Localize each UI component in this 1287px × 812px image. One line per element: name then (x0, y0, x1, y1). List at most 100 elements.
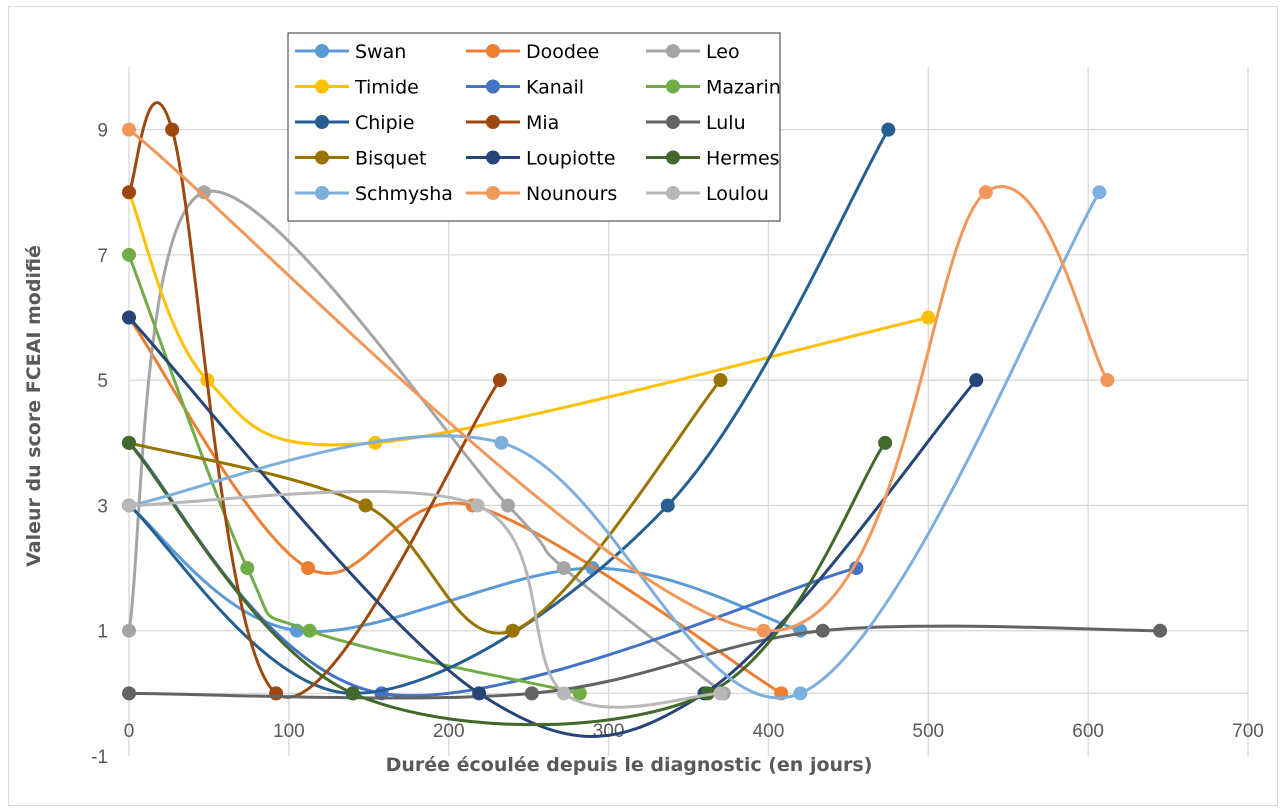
series-timide (122, 185, 936, 450)
legend-entry-swan: Swan (295, 41, 406, 63)
legend-label: Kanail (526, 77, 584, 99)
x-tick-label: 400 (753, 721, 785, 742)
series-line-swan (127, 503, 802, 634)
legend-entry-kanail: Kanail (466, 77, 584, 99)
data-point-loupiotte (472, 686, 487, 701)
data-point-schmysha (1092, 185, 1107, 200)
series-line-hermes (127, 441, 887, 727)
data-point-doodee (301, 561, 316, 576)
legend-label: Mazarin (706, 77, 781, 99)
series-line-leo (127, 189, 726, 695)
series-line-mazarin (127, 253, 582, 695)
data-point-loupiotte (969, 373, 984, 388)
data-point-schmysha (793, 686, 808, 701)
legend-label: Leo (706, 41, 740, 63)
data-point-loupiotte (122, 310, 136, 325)
data-point-mazarin (240, 561, 255, 576)
legend-label: Doodee (526, 41, 599, 63)
legend-entry-loulou: Loulou (646, 183, 769, 205)
data-point-chipie (660, 498, 675, 513)
legend-swatch-marker (486, 44, 500, 58)
data-point-lulu (1153, 623, 1168, 638)
legend-entry-bisquet: Bisquet (295, 148, 426, 170)
data-point-mia (492, 373, 507, 388)
series-lines (122, 101, 1168, 739)
data-point-mia (269, 686, 284, 701)
legend-label: Schmysha (355, 183, 453, 205)
series-line-doodee (127, 316, 783, 695)
legend-label: Bisquet (355, 148, 426, 170)
x-tick-label: 500 (912, 721, 944, 742)
legend-label: Loupiotte (526, 148, 615, 170)
x-tick-label: 200 (433, 721, 465, 742)
data-point-lulu (122, 686, 136, 701)
x-tick-label: 600 (1072, 721, 1104, 742)
legend-label: Swan (355, 41, 406, 63)
series-line-schmysha (127, 190, 1101, 700)
data-point-hermes (878, 435, 893, 450)
data-point-nounours (1100, 373, 1115, 388)
data-point-loulou (122, 498, 136, 513)
data-point-schmysha (494, 435, 509, 450)
series-mazarin (122, 247, 587, 701)
data-point-leo (197, 185, 212, 200)
legend-entry-mia: Mia (466, 112, 559, 134)
legend-label: Timide (354, 77, 419, 99)
data-point-bisquet (713, 373, 728, 388)
data-point-leo (556, 561, 571, 576)
legend-swatch-marker (315, 186, 329, 200)
data-point-mia (165, 122, 180, 137)
series-line-lulu (127, 624, 1162, 700)
legend-swatch-marker (666, 186, 680, 200)
series-mia (122, 101, 507, 701)
legend-swatch-marker (315, 150, 329, 165)
data-point-hermes (345, 686, 360, 701)
legend-label: Hermes (706, 148, 780, 170)
data-point-nounours (978, 185, 993, 200)
y-tick-label: 5 (97, 371, 108, 392)
data-point-kanail (849, 561, 864, 576)
legend: Swan Doodee Leo Timide Kanail Mazarin Chipie Mi… (287, 32, 781, 222)
legend-swatch-marker (315, 79, 329, 94)
y-tick-label: 7 (97, 246, 108, 267)
data-point-lulu (815, 623, 830, 638)
series-line-nounours (127, 128, 1109, 633)
data-point-mazarin (122, 247, 136, 262)
data-point-mia (122, 185, 136, 200)
series-line-loupiotte (127, 316, 978, 739)
x-axis-title: Durée écoulée depuis le diagnostic (en j… (386, 754, 873, 776)
data-point-lulu (524, 686, 539, 701)
data-point-leo (122, 623, 136, 638)
legend-swatch-marker (486, 186, 500, 200)
legend-swatch-marker (666, 44, 680, 58)
legend-label: Loulou (706, 183, 769, 205)
legend-swatch-marker (315, 115, 329, 129)
legend-entry-schmysha: Schmysha (295, 183, 453, 205)
data-point-loulou (556, 686, 571, 701)
data-point-timide (921, 310, 936, 325)
data-point-loulou (713, 686, 728, 701)
series-lulu (122, 623, 1168, 701)
data-point-leo (500, 498, 515, 513)
legend-swatch-marker (666, 150, 680, 165)
legend-label: Chipie (355, 112, 415, 134)
data-point-bisquet (505, 623, 520, 638)
series-line-bisquet (127, 378, 722, 635)
series-line-timide (127, 190, 930, 447)
data-point-bisquet (358, 498, 373, 513)
data-point-chipie (881, 122, 896, 137)
legend-entry-lulu: Lulu (646, 112, 746, 134)
legend-swatch-marker (666, 115, 680, 129)
y-tick-label: -1 (91, 747, 108, 768)
legend-swatch-marker (666, 79, 680, 94)
x-tick-label: 0 (124, 721, 135, 742)
data-point-loulou (470, 498, 485, 513)
series-leo (122, 185, 731, 701)
legend-label: Mia (526, 112, 559, 134)
tick-labels: 0 100 200 300 400 500 600 700 -1 1 3 5 7 9 (91, 121, 1264, 768)
y-tick-label: 9 (97, 121, 108, 142)
legend-label: Nounours (526, 183, 617, 205)
series-line-loulou (127, 490, 722, 709)
legend-swatch-marker (315, 44, 329, 58)
